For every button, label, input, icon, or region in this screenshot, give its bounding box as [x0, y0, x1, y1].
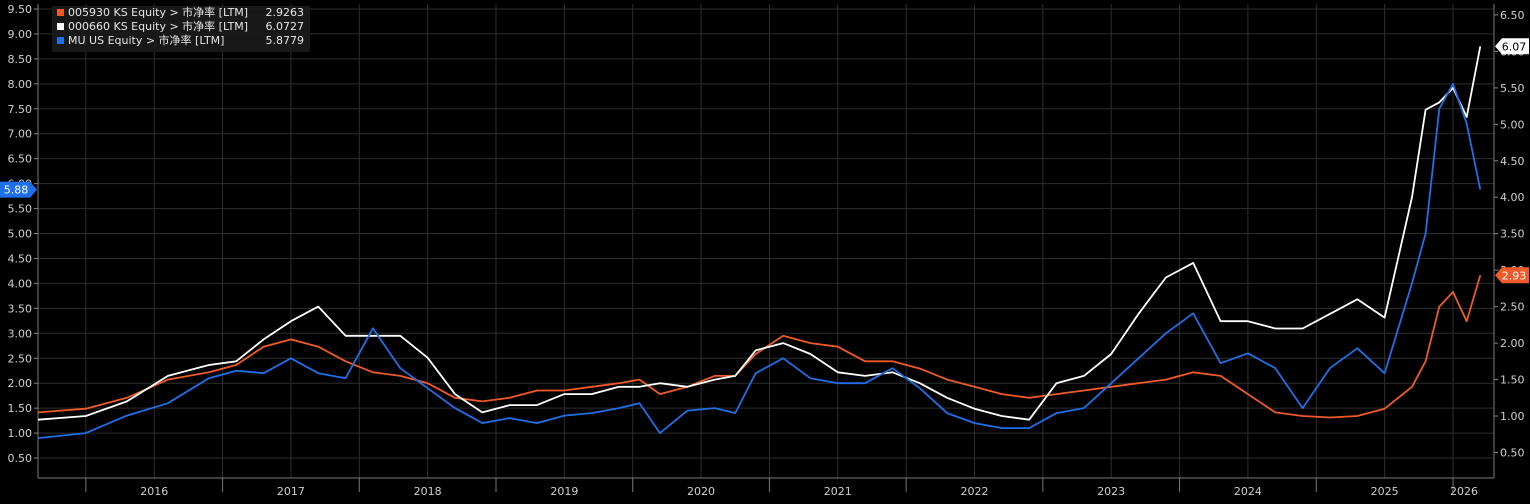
series-line-1 [37, 275, 1482, 419]
right-tick-label: 3.50 [1500, 228, 1525, 241]
right-tick-label: 1.50 [1500, 374, 1525, 387]
x-tick-label: 2021 [824, 485, 852, 498]
left-tick-label: 5.00 [8, 228, 33, 241]
left-tick-label: 1.00 [8, 427, 33, 440]
grid-lines [38, 4, 1494, 478]
legend-entry-name: 005930 KS Equity > 市净率 [LTM] [68, 5, 248, 19]
right-tick-label: 2.50 [1500, 301, 1525, 314]
right-tick-label: 6.50 [1500, 9, 1525, 22]
right-tick-label: 5.50 [1500, 82, 1525, 95]
series-line-3 [37, 82, 1482, 439]
left-y-axis: 0.50 1.00 1.50 2.00 2.50 3.00 3.50 4.00 4.50 5.00… [8, 3, 39, 478]
left-tick-label: 9.50 [8, 3, 33, 16]
right-tick-label: 2.00 [1500, 337, 1525, 350]
x-tick-label: 2016 [140, 485, 168, 498]
right-tick-label: 5.00 [1500, 118, 1525, 131]
x-tick-label: 2023 [1097, 485, 1125, 498]
legend-entry-name: 000660 KS Equity > 市净率 [LTM] [68, 19, 248, 33]
last-value-tags: 2.93 6.07 5.88 [0, 38, 1529, 284]
left-tick-label: 4.50 [8, 252, 33, 265]
left-tick-label: 7.50 [8, 103, 33, 116]
legend-swatch [57, 9, 64, 16]
last-value-tag-text: 2.93 [1502, 269, 1527, 282]
x-tick-label: 2017 [277, 485, 305, 498]
left-tick-label: 8.00 [8, 78, 33, 91]
x-axis: 2016 2017 2018 2019 2020 2021 2022 2023 2024 2025… [38, 477, 1494, 498]
legend-box [52, 6, 310, 52]
legend-swatch [57, 23, 64, 30]
last-value-tag [1495, 267, 1529, 284]
right-tick-label: 4.00 [1500, 191, 1525, 204]
left-tick-label: 2.00 [8, 377, 33, 390]
legend: 005930 KS Equity > 市净率 [LTM] 2.9263 000660… [52, 5, 310, 52]
x-tick-label: 2024 [1234, 485, 1262, 498]
x-tick-label: 2026 [1450, 485, 1478, 498]
left-tick-label: 2.50 [8, 352, 33, 365]
legend-entry-name: MU US Equity > 市净率 [LTM] [68, 33, 224, 47]
last-value-tag [0, 181, 37, 198]
x-tick-label: 2022 [960, 485, 988, 498]
x-tick-label: 2025 [1371, 485, 1399, 498]
last-value-tag [1495, 38, 1529, 55]
series-layer [37, 46, 1482, 439]
series-line-2 [37, 46, 1482, 421]
legend-entry-value: 2.9263 [266, 6, 305, 19]
legend-swatch [57, 37, 64, 44]
left-tick-label: 4.00 [8, 277, 33, 290]
left-tick-label: 0.50 [8, 452, 33, 465]
right-tick-label: 0.50 [1500, 446, 1525, 459]
x-tick-label: 2019 [550, 485, 578, 498]
left-tick-label: 3.00 [8, 327, 33, 340]
left-tick-label: 9.00 [8, 28, 33, 41]
right-tick-label: 1.00 [1500, 410, 1525, 423]
left-tick-label: 8.50 [8, 53, 33, 66]
left-tick-label: 3.50 [8, 302, 33, 315]
legend-entry-value: 5.8779 [266, 34, 305, 47]
left-tick-label: 6.50 [8, 153, 33, 166]
x-tick-label: 2020 [687, 485, 715, 498]
last-value-tag-text: 6.07 [1502, 40, 1527, 53]
left-tick-label: 5.50 [8, 203, 33, 216]
left-tick-label: 7.00 [8, 128, 33, 141]
left-tick-label: 1.50 [8, 402, 33, 415]
x-tick-label: 2018 [414, 485, 442, 498]
right-tick-label: 4.50 [1500, 155, 1525, 168]
legend-entry-value: 6.0727 [266, 20, 305, 33]
last-value-tag-text: 5.88 [4, 184, 29, 197]
